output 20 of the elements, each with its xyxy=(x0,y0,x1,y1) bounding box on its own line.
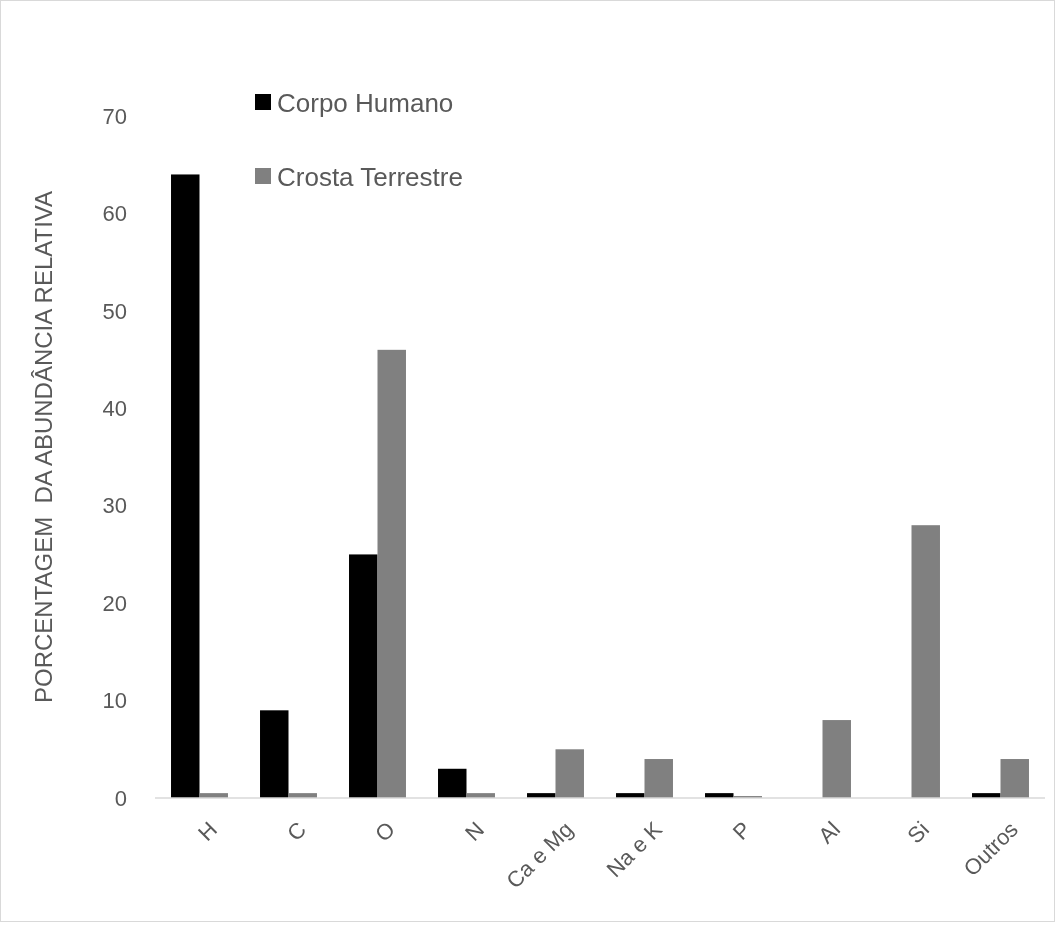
x-tick-label: N xyxy=(460,816,489,846)
x-tick-label: H xyxy=(193,816,222,846)
y-tick-label: 50 xyxy=(102,298,127,324)
y-tick-label: 30 xyxy=(102,493,127,519)
x-tick-label: Na e K xyxy=(601,816,668,882)
y-tick-label: 0 xyxy=(114,785,127,811)
legend-label: Crosta Terrestre xyxy=(277,162,463,193)
y-tick-label: 20 xyxy=(102,590,127,616)
y-tick-label: 40 xyxy=(102,395,127,421)
x-tick-label: Al xyxy=(813,816,845,849)
y-axis-title: PORCENTAGEM DA ABUNDÂNCIA RELATIVA xyxy=(30,190,57,704)
y-tick-label: 10 xyxy=(102,688,127,714)
x-tick-label: Ca e Mg xyxy=(501,816,578,894)
y-tick-label: 70 xyxy=(102,103,127,129)
x-tick-label: C xyxy=(282,816,311,846)
x-tick-label: P xyxy=(727,816,756,845)
y-tick-label: 60 xyxy=(102,201,127,227)
x-tick-label: O xyxy=(370,816,400,847)
x-tick-label: Si xyxy=(902,816,934,849)
legend-label: Corpo Humano xyxy=(277,88,454,119)
